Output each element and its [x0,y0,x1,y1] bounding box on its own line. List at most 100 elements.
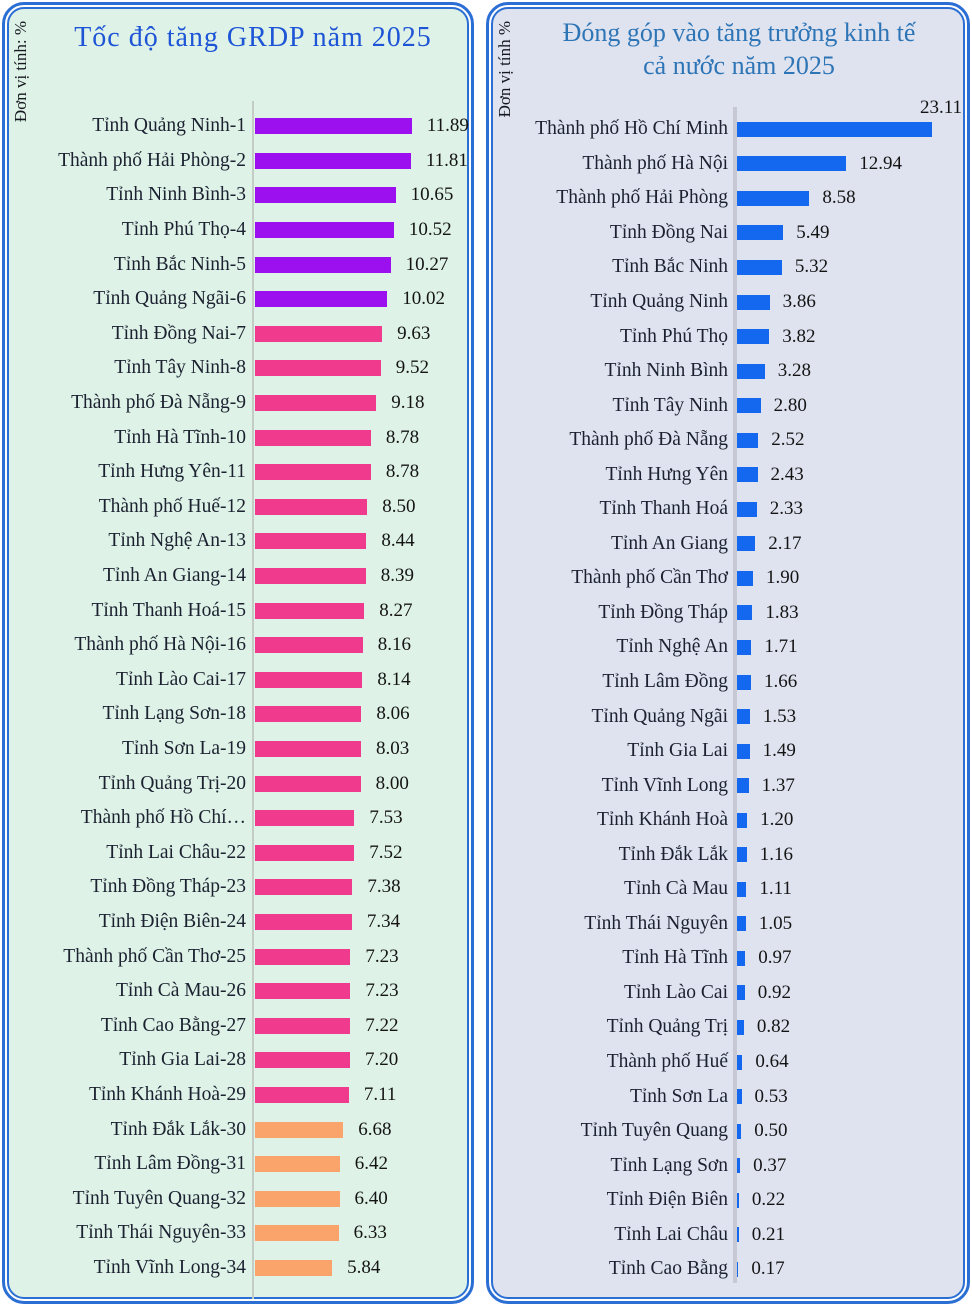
value-label: 3.82 [782,325,816,347]
category-label: Tỉnh Khánh Hoà-29 [88,1083,246,1105]
category-label: Tỉnh Gia Lai [627,740,728,762]
category-label: Thành phố Hải Phòng-2 [58,149,246,171]
value-label: 8.58 [822,187,856,209]
bar [737,1054,743,1070]
bar [255,1017,351,1034]
bar [737,1261,739,1277]
value-label: 8.27 [379,599,413,621]
bar [737,674,751,690]
category-label: Thành phố Hải Phòng [556,187,728,209]
contribution-chart: Đơn vị tính % Đóng góp vào tăng trưởng k… [491,7,965,1299]
category-label: Tỉnh Tây Ninh-8 [114,357,246,379]
bar-area: 1.11 [737,872,963,907]
chart-row: Tỉnh Gia Lai-28 7.20 [17,1043,467,1078]
bar-area: 8.58 [737,181,963,216]
bar-area: 9.52 [255,351,467,386]
bar [737,778,749,794]
category-label: Thành phố Đà Nẵng-9 [71,392,246,414]
bar-area: 1.90 [737,561,963,596]
value-label: 7.11 [363,1083,397,1105]
bar-area: 7.53 [255,801,467,836]
chart-row: Tỉnh Lâm Đồng-31 6.42 [17,1147,467,1182]
chart-row: Tỉnh Lào Cai-17 8.14 [17,663,467,698]
category-label: Tỉnh Vĩnh Long-34 [93,1256,246,1278]
chart-row: Tỉnh Đồng Nai-7 9.63 [17,317,467,352]
bar-area: 8.39 [255,559,467,594]
value-label: 1.37 [761,774,795,796]
value-label: 1.20 [760,809,794,831]
value-label: 1.16 [759,843,794,865]
bar [255,291,388,308]
value-label: 8.14 [377,668,411,690]
bar [255,983,351,1000]
category-label: Tỉnh Sơn La [629,1085,728,1107]
chart-row: Tỉnh Gia Lai 1.49 [501,734,963,769]
chart-row: Tỉnh Bắc Ninh-5 10.27 [17,247,467,282]
bar-area: 0.82 [737,1010,963,1045]
value-label: 2.52 [771,429,805,451]
bar [255,775,361,792]
bar [737,1227,739,1243]
chart-row: Tỉnh Quảng Ngãi 1.53 [501,699,963,734]
value-label: 2.17 [768,532,802,554]
chart-row: Tỉnh Đắk Lắk-30 6.68 [17,1112,467,1147]
chart-row: Tỉnh Bắc Ninh 5.32 [501,250,963,285]
bar [737,467,758,483]
bar-area: 8.00 [255,766,467,801]
value-label: 0.82 [756,1016,791,1038]
value-label: 7.23 [365,980,399,1002]
category-label: Tỉnh Quảng Ngãi [591,705,728,727]
value-label: 2.33 [769,498,803,520]
bar-area: 8.14 [255,663,467,698]
category-label: Thành phố Hồ Chí Minh [535,118,728,140]
category-label: Tỉnh Cà Mau [624,878,728,900]
bar [737,1089,742,1105]
chart-row: Tỉnh Hà Tĩnh 0.97 [501,941,963,976]
chart-row: Tỉnh Tây Ninh-8 9.52 [17,351,467,386]
bar [255,498,368,515]
bar-area: 1.16 [737,837,963,872]
category-label: Tỉnh Cà Mau-26 [116,980,246,1002]
bar-area: 1.66 [737,665,963,700]
category-label: Tỉnh Nghệ An [616,636,728,658]
category-label: Tỉnh Bắc Ninh-5 [113,253,246,275]
bar [737,156,847,172]
chart-row: Tỉnh Tuyên Quang-32 6.40 [17,1181,467,1216]
chart-row: Tỉnh Đồng Nai 5.49 [501,216,963,251]
value-label: 0.21 [751,1223,786,1245]
value-label: 7.20 [365,1049,399,1071]
bar [737,432,759,448]
bar-area: 23.11 [737,97,963,147]
bar [737,985,745,1001]
bar [737,605,753,621]
chart-row: Tỉnh Hưng Yên-11 8.78 [17,455,467,490]
chart-row: Tỉnh Lạng Sơn 0.37 [501,1148,963,1183]
value-label: 6.40 [354,1187,388,1209]
category-label: Tỉnh Sơn La-19 [121,737,246,759]
category-label: Tỉnh Thái Nguyên-33 [76,1222,246,1244]
value-label: 1.66 [764,671,798,693]
value-label: 3.86 [782,291,816,312]
bar-area: 7.52 [255,835,467,870]
value-label: 6.33 [353,1222,387,1244]
category-label: Tỉnh Đồng Nai-7 [111,322,246,344]
category-label: Tỉnh Điện Biên-24 [98,910,246,932]
grdp-chart: Đơn vị tính: % Tốc độ tăng GRDP năm 2025… [7,7,469,1299]
chart-row: Tỉnh Ninh Bình 3.28 [501,354,963,389]
bar-area: 3.28 [737,354,963,389]
bar-area: 0.17 [737,1252,963,1287]
category-label: Tỉnh Phú Thọ-4 [121,219,246,241]
category-label: Tỉnh Hưng Yên-11 [98,461,246,483]
bar [737,190,810,206]
bar-area: 10.65 [255,178,467,213]
bar [255,637,363,654]
category-label: Thành phố Hà Nội [582,152,728,174]
category-label: Tỉnh Lạng Sơn [610,1154,728,1176]
category-label: Tỉnh Hà Tĩnh [622,947,728,969]
chart-row: Tỉnh Đồng Tháp-23 7.38 [17,870,467,905]
chart-row: Tỉnh Khánh Hoà-29 7.11 [17,1078,467,1113]
value-label: 0.64 [755,1051,789,1073]
value-label: 23.11 [920,97,963,118]
value-label: 7.38 [367,876,401,898]
chart-row: Tỉnh Thái Nguyên 1.05 [501,907,963,942]
